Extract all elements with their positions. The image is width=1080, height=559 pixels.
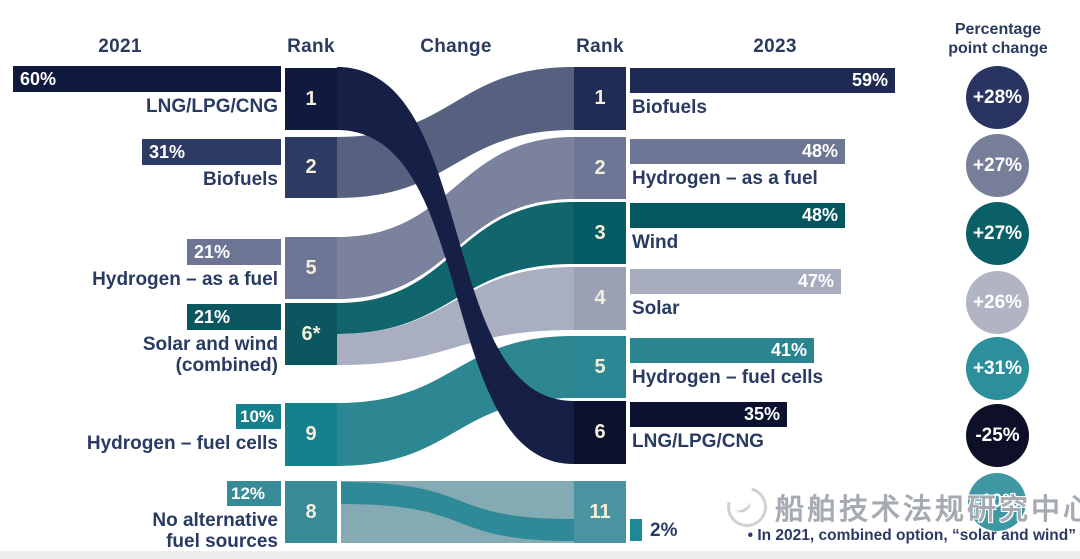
pct-change-biofuels: +28% [966, 66, 1029, 129]
rank-left-1: 1 [285, 68, 337, 130]
bar-2023-hydrogen-cells: 41% [630, 338, 814, 363]
rank-left-5: 5 [285, 237, 337, 299]
bar-value: 47% [797, 271, 834, 291]
rank-right-2: 2 [574, 137, 626, 199]
pct-change-solar: +26% [966, 271, 1029, 334]
label-2023-lng: LNG/LPG/CNG [632, 431, 764, 452]
label-2023-hydrogen-fuel: Hydrogen – as a fuel [632, 168, 818, 189]
bar-value: 48% [801, 141, 838, 161]
flow-lng [337, 67, 574, 464]
watermark: 船舶技术法规研究中心 [719, 479, 1080, 535]
bar-value: 60% [20, 68, 57, 89]
rank-right-6: 6 [574, 401, 626, 464]
bar-2023-solar: 47% [630, 269, 841, 294]
label-2021-no-alternative: No alternative fuel sources [152, 510, 278, 552]
label-2023-biofuels: Biofuels [632, 97, 707, 118]
pct-change-lng: -25% [966, 404, 1029, 467]
flow-hydrogen-fuel [337, 137, 574, 299]
label-2021-biofuels: Biofuels [203, 169, 278, 190]
header-rank-right: Rank [576, 36, 624, 57]
label-2021-hydrogen-fuel: Hydrogen – as a fuel [92, 269, 278, 290]
bar-2021-no-alternative: 12% [227, 481, 281, 506]
label-2021-solar-wind: Solar and wind (combined) [142, 334, 278, 376]
bar-2021-hydrogen-fuel: 21% [187, 239, 281, 265]
bar-value: 10% [240, 406, 275, 426]
header-rank-left: Rank [287, 36, 335, 57]
header-2023: 2023 [753, 36, 797, 57]
footnote: • In 2021, combined option, “solar and w… [747, 527, 1076, 544]
bar-value: 41% [770, 340, 807, 360]
rank-right-3: 3 [574, 202, 626, 264]
label-2023-solar: Solar [632, 298, 680, 319]
rank-right-4: 4 [574, 267, 626, 330]
flow-biofuels [337, 67, 574, 198]
bar-2023-lng: 35% [630, 402, 787, 427]
rank-right-1: 1 [574, 67, 626, 130]
header-2021: 2021 [98, 36, 142, 57]
bar-value: 35% [743, 404, 780, 424]
rank-left-2: 2 [285, 137, 337, 198]
bar-value: 31% [149, 141, 186, 162]
bar-value: 21% [194, 306, 231, 327]
pct-change-hydrogen-cells: +31% [966, 337, 1029, 400]
rank-left-6: 6* [285, 303, 337, 365]
label-2021-lng: LNG/LPG/CNG [146, 96, 278, 117]
bar-2021-solar-wind: 21% [187, 304, 281, 330]
bar-2023-wind: 48% [630, 203, 845, 228]
bottom-strip [0, 551, 1080, 559]
pct-change-no-alternative: -10% [968, 473, 1026, 531]
pct-change-hydrogen-fuel: +27% [966, 134, 1029, 197]
flow-solar [337, 267, 574, 365]
label-2023-hydrogen-cells: Hydrogen – fuel cells [632, 367, 824, 388]
watermark-text: 船舶技术法规研究中心 [775, 494, 1080, 526]
bar-value: 48% [801, 205, 838, 225]
bar-2023-hydrogen-fuel: 48% [630, 139, 845, 164]
bar-2021-biofuels: 31% [142, 139, 281, 165]
label-2023-rank11-value: 2% [650, 520, 678, 541]
bar-value: 59% [851, 70, 888, 90]
bar-2021-hydrogen-cells: 10% [236, 404, 281, 429]
label-2021-hydrogen-cells: Hydrogen – fuel cells [86, 433, 278, 454]
rank-right-11: 11 [574, 481, 626, 543]
bar-2021-lng: 60% [13, 66, 281, 92]
bar-2023-biofuels: 59% [630, 68, 895, 93]
bar-2023-rank11 [630, 519, 642, 541]
bar-value: 21% [194, 241, 231, 262]
header-change: Change [420, 36, 492, 57]
flow-hydrogen-cells [337, 336, 574, 466]
pct-change-wind: +27% [966, 202, 1029, 265]
rank-right-5: 5 [574, 336, 626, 398]
rank-left-8: 8 [285, 481, 337, 543]
header-pct-change: Percentage point change [948, 21, 1048, 57]
flow-no-alternative-strand [341, 482, 574, 541]
bar-value: 12% [231, 483, 266, 503]
rank-left-9: 9 [285, 403, 337, 466]
label-2023-wind: Wind [632, 232, 679, 253]
